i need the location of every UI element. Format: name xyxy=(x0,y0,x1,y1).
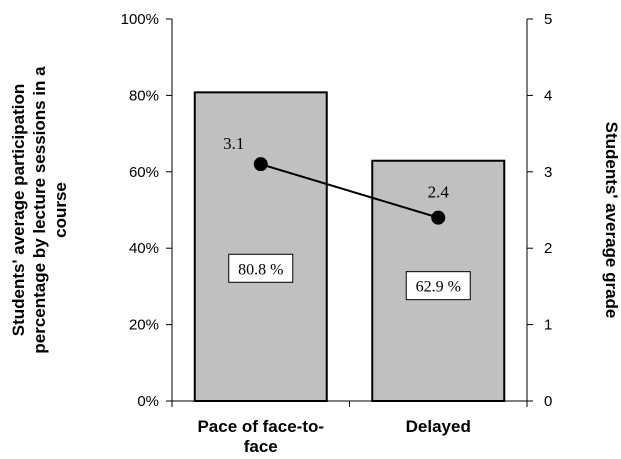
plot-area: 0% 20% 40% 60% 80% 100% 0 1 2 3 4 5 80.8 % 62.9 % 3.1 2… xyxy=(121,11,553,456)
left-tick-label: 0% xyxy=(137,393,159,410)
category-label: Delayed xyxy=(406,417,471,436)
right-tick-label: 2 xyxy=(544,240,552,257)
right-tick-label: 5 xyxy=(544,11,552,28)
right-tick-label: 3 xyxy=(544,164,552,181)
right-tick-label: 0 xyxy=(544,393,552,410)
grade-point-label: 3.1 xyxy=(223,134,244,153)
bar-value-box xyxy=(405,271,471,301)
left-tick-label: 60% xyxy=(129,164,159,181)
grade-point-label: 2.4 xyxy=(428,183,450,202)
right-tick-label: 1 xyxy=(544,317,552,334)
left-tick-label: 80% xyxy=(129,87,159,104)
bar-value-box xyxy=(228,253,294,283)
bar-value-label: 80.8 % xyxy=(238,261,283,278)
left-tick-label: 20% xyxy=(129,317,159,334)
right-axis-title: Students' average grade xyxy=(602,122,621,319)
grade-line xyxy=(260,163,439,219)
grade-point xyxy=(253,157,268,172)
right-tick-label: 4 xyxy=(544,87,552,104)
category-label: face xyxy=(244,437,278,456)
category-label: Pace of face-to- xyxy=(197,417,324,436)
grade-point xyxy=(431,210,446,225)
bar-value-label: 62.9 % xyxy=(416,279,461,296)
left-tick-label: 100% xyxy=(121,11,159,28)
left-tick-label: 40% xyxy=(129,240,159,257)
left-axis-title: Students' average participation percenta… xyxy=(9,66,70,354)
left-axis-title-line-3: course xyxy=(51,182,70,238)
left-axis-title-line-2: percentage by lecture sessions in a xyxy=(30,66,49,354)
bar xyxy=(193,91,328,403)
left-axis-title-line-1: Students' average participation xyxy=(9,84,28,337)
